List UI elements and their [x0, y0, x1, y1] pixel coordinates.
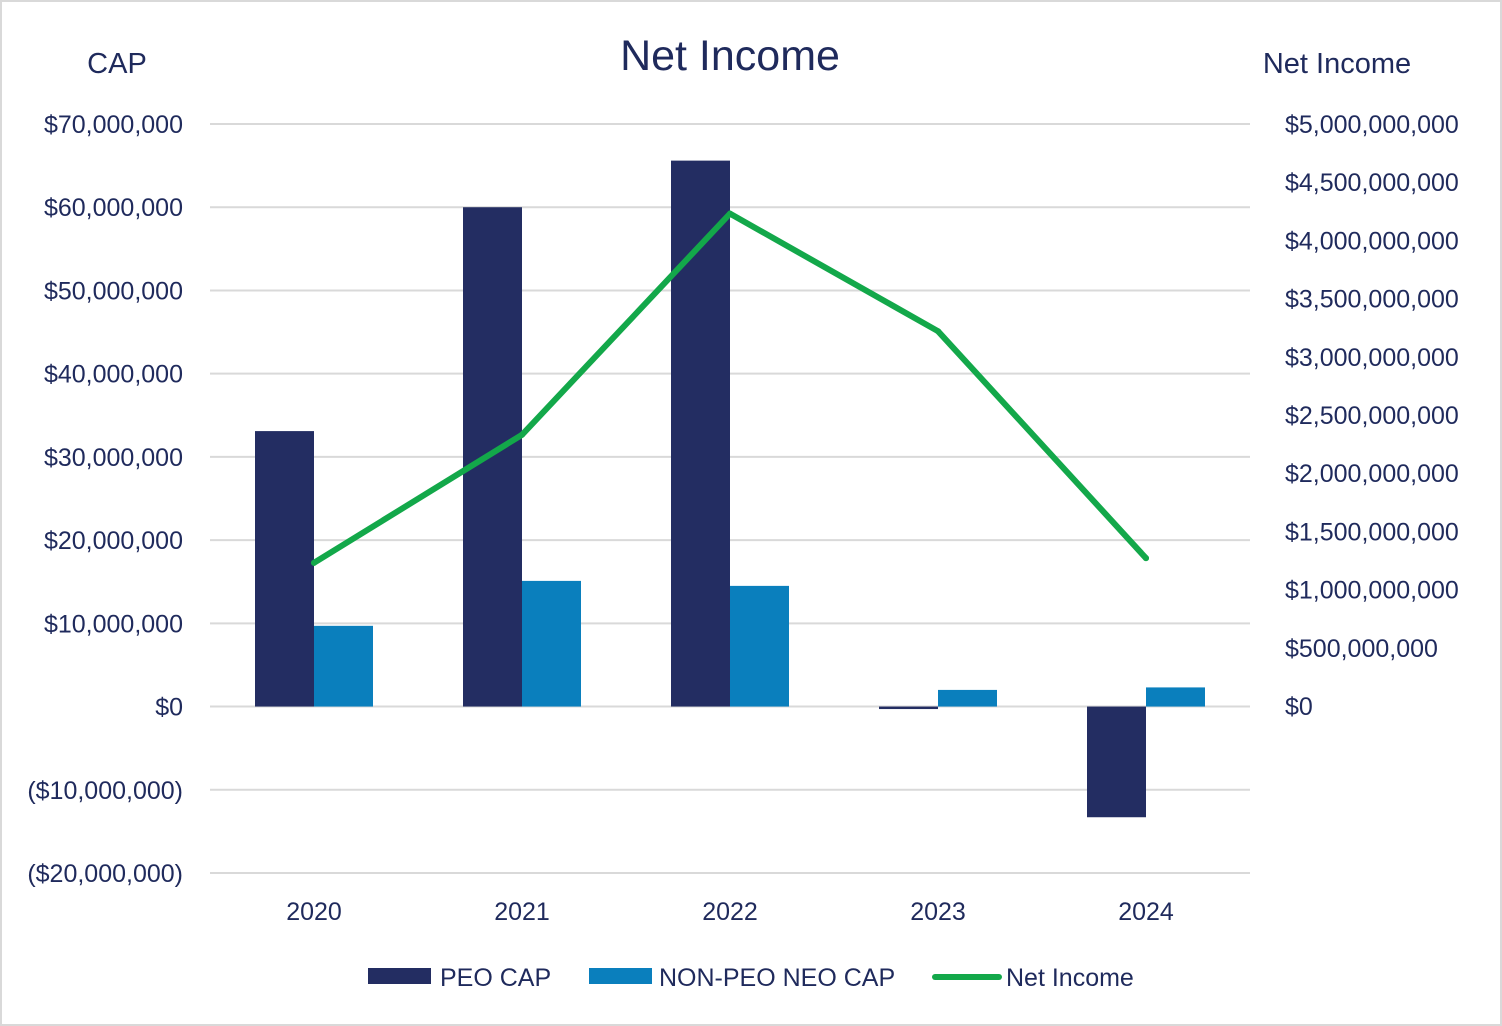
- x-tick-label: 2023: [910, 898, 966, 926]
- x-tick-label: 2022: [702, 898, 758, 926]
- bars: [255, 160, 1205, 818]
- right-tick-label: $0: [1285, 693, 1313, 721]
- right-tick-label: $1,000,000,000: [1285, 577, 1459, 605]
- left-tick-label: $20,000,000: [44, 527, 183, 555]
- left-tick-label: $0: [155, 694, 183, 722]
- left-tick-label: ($20,000,000): [27, 860, 183, 888]
- bar-peo-cap: [463, 207, 522, 707]
- legend-label-net-income: Net Income: [1006, 964, 1134, 992]
- left-tick-label: ($10,000,000): [27, 777, 183, 805]
- right-tick-label: $500,000,000: [1285, 635, 1438, 663]
- net-income-line-layer: [311, 210, 1149, 566]
- left-tick-label: $40,000,000: [44, 361, 183, 389]
- bar-non-peo-neo-cap: [938, 689, 997, 707]
- net-income-point: [935, 328, 941, 335]
- x-tick-label: 2020: [286, 898, 342, 926]
- left-axis: $70,000,000 $60,000,000 $50,000,000 $40,000…: [27, 111, 183, 888]
- legend-label-peo-cap: PEO CAP: [440, 964, 551, 992]
- net-income-point: [311, 559, 317, 566]
- right-axis-title: Net Income: [1263, 48, 1411, 80]
- bar-non-peo-neo-cap: [522, 580, 581, 707]
- left-tick-label: $60,000,000: [44, 194, 183, 222]
- chart-title: Net Income: [620, 32, 840, 80]
- right-tick-label: $2,000,000,000: [1285, 460, 1459, 488]
- net-income-point: [519, 431, 525, 438]
- x-tick-label: 2021: [494, 898, 550, 926]
- bar-non-peo-neo-cap: [314, 625, 373, 707]
- right-tick-label: $5,000,000,000: [1285, 111, 1459, 139]
- right-tick-label: $4,000,000,000: [1285, 227, 1459, 255]
- right-tick-label: $3,000,000,000: [1285, 344, 1459, 372]
- legend-swatch-peo-cap: [368, 968, 431, 984]
- bar-non-peo-neo-cap: [1146, 687, 1205, 707]
- x-axis: 2020 2021 2022 2023 2024: [286, 898, 1174, 926]
- x-tick-label: 2024: [1118, 898, 1174, 926]
- bar-peo-cap: [879, 706, 938, 710]
- legend-label-non-peo-neo-cap: NON-PEO NEO CAP: [659, 964, 895, 992]
- left-tick-label: $70,000,000: [44, 111, 183, 139]
- right-tick-label: $1,500,000,000: [1285, 518, 1459, 546]
- left-tick-label: $50,000,000: [44, 277, 183, 305]
- right-tick-label: $2,500,000,000: [1285, 402, 1459, 430]
- right-tick-label: $3,500,000,000: [1285, 286, 1459, 314]
- bar-peo-cap: [1087, 706, 1146, 818]
- net-income-point: [727, 210, 733, 217]
- left-axis-title: CAP: [87, 48, 147, 80]
- legend: PEO CAP NON-PEO NEO CAP Net Income: [368, 964, 1134, 992]
- legend-swatch-non-peo-neo-cap: [589, 968, 652, 984]
- left-tick-label: $30,000,000: [44, 444, 183, 472]
- net-income-point: [1143, 555, 1149, 562]
- bar-non-peo-neo-cap: [730, 585, 789, 707]
- bar-peo-cap: [671, 160, 730, 707]
- right-axis: $5,000,000,000 $4,500,000,000 $4,000,000,0…: [1285, 111, 1459, 721]
- right-tick-label: $4,500,000,000: [1285, 169, 1459, 197]
- bar-peo-cap: [255, 431, 314, 707]
- left-tick-label: $10,000,000: [44, 610, 183, 638]
